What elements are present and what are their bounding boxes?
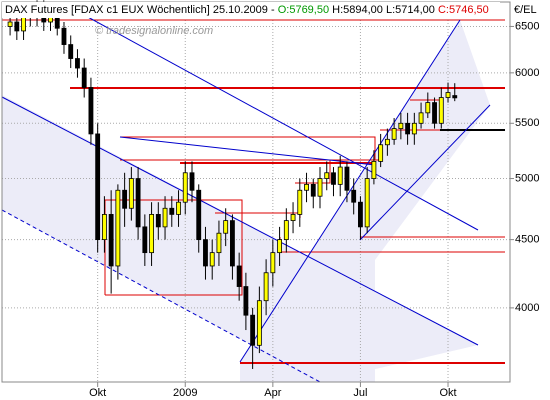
title-high-low: H:5894,00 L:5714,00 (332, 4, 435, 16)
y-tick-label: 5000 (515, 172, 539, 184)
candle-body (398, 122, 404, 129)
candle-body (75, 58, 80, 69)
candle-body (108, 214, 114, 267)
candle-body (337, 166, 343, 185)
title-name: DAX Futures [FDAX c1 EUX Wöchentlich] (5, 4, 210, 16)
y-tick-label: 6000 (515, 67, 539, 79)
candle-body (425, 102, 431, 114)
candle-body (432, 102, 437, 124)
drawings (1, 9, 505, 383)
candle-body (358, 201, 363, 228)
y-tick-label: 4500 (515, 234, 539, 246)
watermark: © tradesignalonline.com (95, 25, 213, 37)
candle-body (263, 272, 269, 302)
x-tick-label: Jul (353, 387, 367, 399)
box-line (120, 136, 376, 161)
candle-body (270, 252, 276, 274)
candle-body (304, 183, 309, 191)
candle-body (391, 128, 397, 140)
candle-body (101, 214, 107, 241)
candle-body (135, 178, 141, 228)
candle-body (14, 21, 20, 32)
candle-body (371, 161, 377, 179)
x-tick-label: Okt (89, 387, 106, 399)
candle-body (290, 214, 296, 222)
y-tick-label: 6500 (515, 20, 539, 32)
candle-body (418, 112, 424, 124)
trend-line (74, 9, 479, 231)
candle-body (229, 220, 235, 267)
candle-body (250, 314, 256, 346)
x-tick-label: Apr (264, 387, 281, 399)
title-date: 25.10.2009 (213, 4, 268, 16)
axes: 4000 4500 5000 5500 6000 6500 Okt 2009 Apr Jul Okt (89, 20, 539, 399)
box-line (295, 159, 380, 184)
candle-body (81, 67, 87, 88)
trend-line (239, 19, 461, 363)
trend-line (119, 136, 376, 166)
candle-body (88, 87, 94, 135)
candle-body (128, 178, 134, 209)
chart-title: DAX Futures [FDAX c1 EUX Wöchentlich] 25… (5, 4, 489, 16)
candle-body (176, 201, 181, 215)
trend-line (359, 104, 491, 241)
candle-body (142, 226, 148, 254)
candle-body (115, 189, 121, 267)
candle-body (149, 214, 154, 254)
title-separator: - (271, 4, 275, 16)
candle-body (364, 178, 370, 228)
trend-line (1, 96, 479, 346)
candle-body (283, 220, 289, 241)
candle-body (169, 207, 175, 215)
candles (7, 0, 458, 369)
candle-body (277, 239, 283, 254)
title-open: O:5769,50 (278, 4, 329, 16)
candle-body (344, 166, 350, 191)
candle-body (317, 178, 323, 197)
title-close: C:5746,50 (438, 4, 489, 16)
candle-body (196, 189, 202, 241)
y-tick-label: 5500 (515, 117, 539, 129)
candle-body (223, 220, 229, 234)
candle-body (310, 183, 316, 197)
candle-body (236, 265, 242, 287)
candle-body (162, 207, 168, 228)
candle-body (122, 189, 128, 209)
candle-body (155, 214, 161, 228)
candle-body (68, 44, 74, 59)
candle-body (243, 286, 249, 316)
x-tick-label: Okt (439, 387, 456, 399)
candle-body (297, 189, 303, 215)
candle-body (209, 252, 215, 267)
candle-body (203, 239, 208, 267)
candle-body (351, 189, 357, 203)
candle-body (331, 172, 336, 185)
candle-body (61, 27, 67, 45)
trend-line (1, 209, 321, 383)
candle-body (378, 144, 384, 162)
candle-body (256, 300, 262, 346)
candle-body (384, 138, 390, 146)
candle-body (189, 172, 195, 191)
y-tick-label: 4000 (515, 302, 539, 314)
candle-body (324, 172, 330, 179)
x-tick-label: 2009 (173, 387, 197, 399)
candle-body (445, 92, 451, 98)
candle-body (216, 232, 222, 254)
candle-body (405, 122, 411, 135)
unit-label: €/EL (514, 4, 537, 16)
candle-body (452, 95, 458, 99)
candle-body (95, 133, 101, 241)
candle-body (438, 97, 444, 124)
title-box (2, 2, 500, 18)
candle-body (411, 122, 417, 135)
candle-body (182, 172, 188, 203)
candle-body (7, 21, 13, 27)
